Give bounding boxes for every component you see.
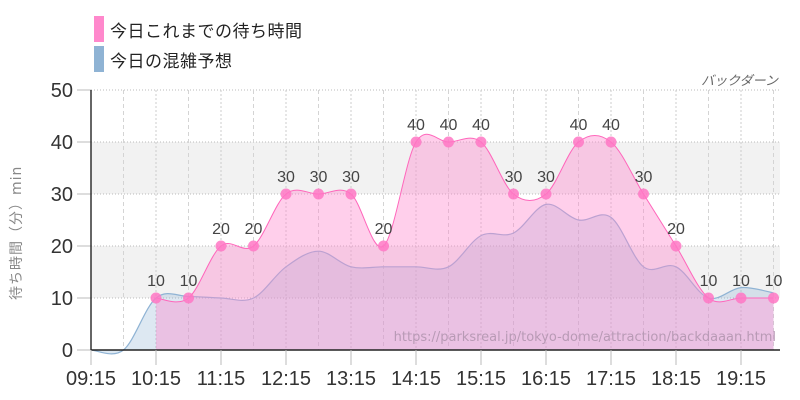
data-point (768, 292, 779, 304)
data-point (378, 240, 389, 252)
x-tick-label: 19:15 (716, 368, 766, 390)
watermark-url: https://parksreal.jp/tokyo-dome/attracti… (394, 330, 776, 345)
data-point-label: 10 (732, 273, 750, 290)
data-point (280, 188, 292, 200)
data-point-label: 20 (212, 221, 230, 238)
data-point (443, 136, 454, 148)
y-tick-label: 20 (51, 236, 73, 258)
legend: 今日これまでの待ち時間 今日の混雑予想 (94, 14, 303, 74)
data-point-label: 40 (407, 117, 425, 134)
data-point-label: 20 (375, 221, 393, 238)
data-point-label: 40 (602, 117, 620, 134)
data-point-label: 10 (147, 273, 165, 290)
data-point (540, 188, 552, 200)
data-point-label: 30 (537, 169, 555, 186)
forecast-area (91, 204, 774, 354)
data-point (215, 240, 227, 252)
forecast-line (90, 203, 774, 355)
y-tick-label: 30 (51, 184, 73, 206)
data-point (183, 292, 194, 304)
data-point (605, 136, 617, 148)
data-point (670, 240, 682, 252)
data-point (313, 188, 324, 200)
y-tick-label: 50 (51, 80, 73, 102)
x-tick-label: 17:15 (586, 368, 636, 390)
x-tick-label: 15:15 (456, 368, 506, 390)
data-point-label: 30 (277, 169, 295, 186)
grid-band (91, 246, 780, 298)
data-point-label: 20 (667, 221, 685, 238)
attraction-name: バックダーン (701, 74, 778, 89)
x-tick-label: 12:15 (261, 368, 311, 390)
legend-item-forecast: 今日の混雑予想 (94, 44, 303, 74)
legend-swatch-forecast (94, 46, 104, 72)
data-point (248, 240, 259, 252)
x-tick-label: 16:15 (521, 368, 571, 390)
data-point (410, 136, 422, 148)
data-point-label: 40 (472, 117, 490, 134)
data-point (475, 136, 487, 148)
y-tick-label: 40 (51, 132, 73, 154)
data-point-label: 30 (310, 169, 328, 186)
legend-label-forecast: 今日の混雑予想 (110, 51, 233, 72)
data-point-label: 30 (342, 169, 360, 186)
y-tick-label: 0 (62, 340, 73, 362)
data-point (345, 188, 357, 200)
data-point (508, 188, 519, 200)
data-point (703, 292, 714, 304)
data-point-label: 20 (245, 221, 263, 238)
legend-item-actual: 今日これまでの待ち時間 (94, 14, 303, 44)
data-point-label: 40 (440, 117, 458, 134)
data-point (638, 188, 649, 200)
x-tick-label: 13:15 (326, 368, 376, 390)
grid-band (91, 142, 780, 194)
data-point-label: 10 (765, 273, 783, 290)
data-point-label: 30 (635, 169, 653, 186)
data-point (735, 292, 747, 304)
x-tick-label: 10:15 (131, 368, 181, 390)
data-point-label: 10 (700, 273, 718, 290)
data-point-label: 40 (570, 117, 588, 134)
actual-area (156, 134, 774, 350)
x-tick-label: 09:15 (66, 368, 116, 390)
x-tick-label: 14:15 (391, 368, 441, 390)
data-point (150, 292, 162, 304)
x-tick-label: 18:15 (651, 368, 701, 390)
legend-label-actual: 今日これまでの待ち時間 (110, 21, 303, 42)
data-point-label: 30 (505, 169, 523, 186)
y-tick-label: 10 (51, 288, 73, 310)
x-tick-label: 11:15 (197, 368, 246, 390)
data-point (573, 136, 584, 148)
legend-swatch-actual (94, 16, 104, 42)
data-point-label: 10 (180, 273, 198, 290)
